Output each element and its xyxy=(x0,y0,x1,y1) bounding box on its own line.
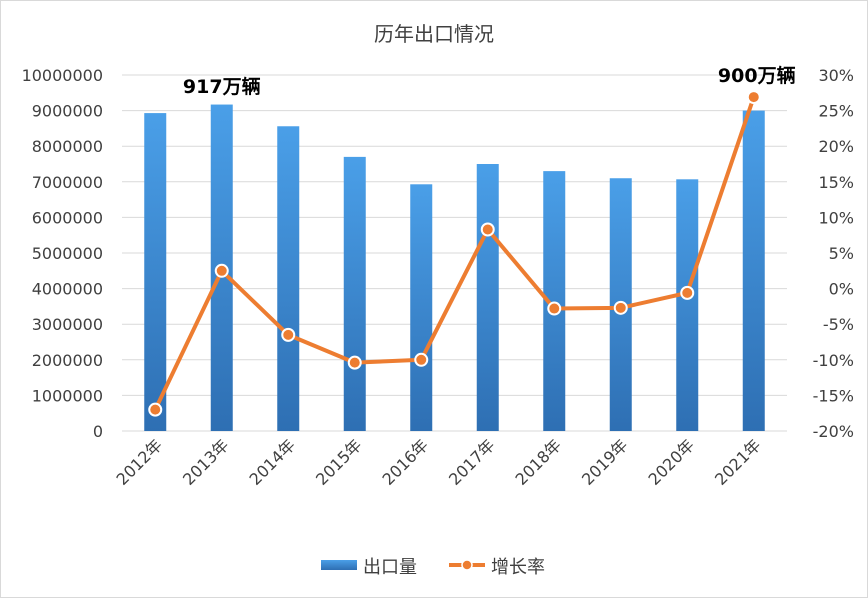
annotation-label: 900万辆 xyxy=(718,64,796,87)
growth-point xyxy=(148,402,163,417)
y-right-tick-label: -15% xyxy=(813,386,854,405)
y-left-tick-label: 9000000 xyxy=(32,102,103,121)
bar xyxy=(676,179,699,431)
y-right-tick-label: 30% xyxy=(818,66,854,85)
line-layer xyxy=(148,90,761,417)
y-left-tick-label: 5000000 xyxy=(32,244,103,263)
x-tick-label: 2013年 xyxy=(179,435,233,489)
x-tick-label: 2021年 xyxy=(711,435,765,489)
bar xyxy=(476,164,499,431)
y-left-tick-label: 2000000 xyxy=(32,351,103,370)
y-left-tick-label: 8000000 xyxy=(32,137,103,156)
legend-label-bar: 出口量 xyxy=(363,557,417,578)
legend-swatch-bar xyxy=(321,560,357,570)
legend: 出口量 增长率 xyxy=(321,557,545,578)
y-right-tick-label: 5% xyxy=(829,244,854,263)
growth-line xyxy=(153,96,756,411)
growth-point xyxy=(214,263,229,278)
x-tick-label: 2020年 xyxy=(645,435,699,489)
y-left-tick-label: 3000000 xyxy=(32,315,103,334)
y-right-tick-label: -10% xyxy=(813,351,854,370)
x-tick-label: 2014年 xyxy=(246,435,300,489)
growth-point xyxy=(347,355,362,370)
y-right-tick-label: 0% xyxy=(829,280,854,299)
x-tick-label: 2012年 xyxy=(113,435,167,489)
y-right-tick-label: 25% xyxy=(818,102,854,121)
growth-point xyxy=(414,352,429,367)
growth-point xyxy=(281,327,296,342)
x-tick-label: 2016年 xyxy=(379,435,433,489)
y-left-tick-label: 4000000 xyxy=(32,280,103,299)
growth-point xyxy=(680,285,695,300)
growth-point xyxy=(746,90,761,105)
y-left-tick-label: 10000000 xyxy=(22,66,103,85)
y-right-tick-label: 15% xyxy=(818,173,854,192)
growth-point xyxy=(613,300,628,315)
y-right-tick-label: -20% xyxy=(813,422,854,441)
y-left-tick-label: 1000000 xyxy=(32,386,103,405)
x-tick-label: 2017年 xyxy=(445,435,499,489)
bar-layer xyxy=(144,104,765,431)
grid-layer: 0 1000000 2000000 3000000 4000000 5000000 6000… xyxy=(22,66,854,441)
legend-swatch-marker xyxy=(461,559,473,571)
bar xyxy=(742,110,765,431)
bar xyxy=(410,184,433,431)
y-left-tick-label: 0 xyxy=(93,422,103,441)
legend-label-line: 增长率 xyxy=(491,557,545,578)
y-right-tick-label: 20% xyxy=(818,137,854,156)
y-right-tick-label: -5% xyxy=(823,315,854,334)
chart-title: 历年出口情况 xyxy=(374,22,494,46)
growth-point xyxy=(480,222,495,237)
growth-point xyxy=(547,301,562,316)
annotation-label: 917万辆 xyxy=(183,75,261,98)
bar xyxy=(543,171,566,431)
bar xyxy=(144,113,167,431)
y-left-tick-label: 6000000 xyxy=(32,208,103,227)
bar xyxy=(277,126,300,431)
x-tick-label: 2019年 xyxy=(578,435,632,489)
x-tick-label: 2018年 xyxy=(512,435,566,489)
y-left-tick-label: 7000000 xyxy=(32,173,103,192)
x-tick-label: 2015年 xyxy=(312,435,366,489)
bar xyxy=(343,156,366,431)
y-right-tick-label: 10% xyxy=(818,208,854,227)
